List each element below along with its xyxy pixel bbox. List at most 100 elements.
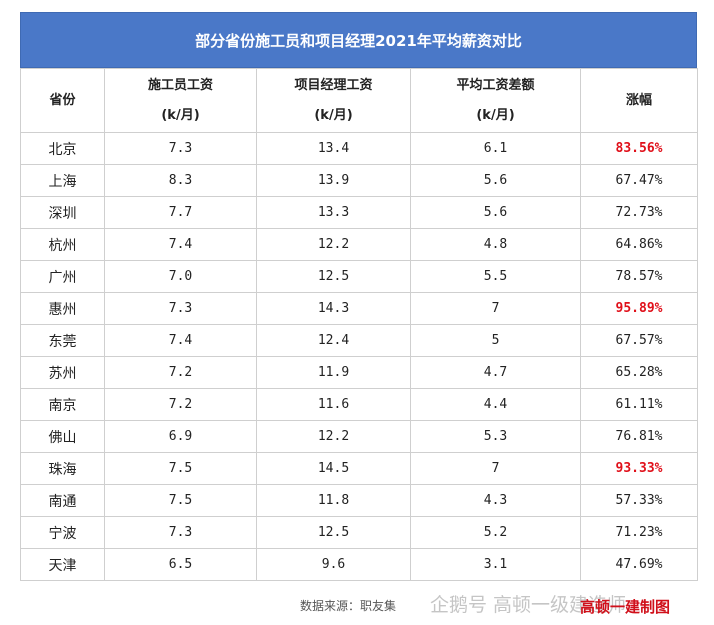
value-cell: 67.47% <box>580 164 698 197</box>
value-cell: 47.69% <box>580 548 698 581</box>
value-cell: 5 <box>410 324 581 357</box>
table-row: 苏州 7.2 11.9 4.7 65.28% <box>20 356 698 389</box>
value-cell: 4.3 <box>410 484 581 517</box>
header-line: 省份 <box>49 92 76 108</box>
column-header: 施工员工资 (k/月) <box>104 68 257 133</box>
value-cell: 6.9 <box>104 420 257 453</box>
column-header: 涨幅 <box>580 68 698 133</box>
value-cell: 13.9 <box>256 164 411 197</box>
column-header: 项目经理工资 (k/月) <box>256 68 411 133</box>
column-header: 平均工资差额 (k/月) <box>410 68 581 133</box>
value-cell: 3.1 <box>410 548 581 581</box>
province-cell: 东莞 <box>20 324 105 357</box>
table-row: 上海 8.3 13.9 5.6 67.47% <box>20 164 698 197</box>
table-container: 部分省份施工员和项目经理2021年平均薪资对比 省份 施工员工资 (k/月) 项目经理… <box>20 12 698 581</box>
value-cell: 4.8 <box>410 228 581 261</box>
value-cell: 93.33% <box>580 452 698 485</box>
province-cell: 佛山 <box>20 420 105 453</box>
table-row: 宁波 7.3 12.5 5.2 71.23% <box>20 516 698 549</box>
table-row: 杭州 7.4 12.2 4.8 64.86% <box>20 228 698 261</box>
table-row: 惠州 7.3 14.3 7 95.89% <box>20 292 698 325</box>
table-row: 佛山 6.9 12.2 5.3 76.81% <box>20 420 698 453</box>
province-cell: 宁波 <box>20 516 105 549</box>
table-row: 广州 7.0 12.5 5.5 78.57% <box>20 260 698 293</box>
value-cell: 76.81% <box>580 420 698 453</box>
province-cell: 南通 <box>20 484 105 517</box>
value-cell: 5.2 <box>410 516 581 549</box>
value-cell: 12.2 <box>256 420 411 453</box>
province-cell: 广州 <box>20 260 105 293</box>
table-row: 南通 7.5 11.8 4.3 57.33% <box>20 484 698 517</box>
header-line: 平均工资差额 <box>456 77 535 93</box>
value-cell: 8.3 <box>104 164 257 197</box>
value-cell: 4.7 <box>410 356 581 389</box>
header-line: (k/月) <box>314 107 353 123</box>
value-cell: 14.5 <box>256 452 411 485</box>
column-header: 省份 <box>20 68 105 133</box>
value-cell: 7.7 <box>104 196 257 229</box>
province-cell: 上海 <box>20 164 105 197</box>
province-cell: 惠州 <box>20 292 105 325</box>
value-cell: 7.3 <box>104 292 257 325</box>
value-cell: 71.23% <box>580 516 698 549</box>
value-cell: 5.5 <box>410 260 581 293</box>
value-cell: 6.5 <box>104 548 257 581</box>
value-cell: 4.4 <box>410 388 581 421</box>
salary-table: 省份 施工员工资 (k/月) 项目经理工资 (k/月) 平均工资差额 (k/月) 涨幅 北京 7… <box>20 68 698 581</box>
value-cell: 83.56% <box>580 132 698 165</box>
value-cell: 67.57% <box>580 324 698 357</box>
table-row: 东莞 7.4 12.4 5 67.57% <box>20 324 698 357</box>
header-line: (k/月) <box>476 107 515 123</box>
table-body: 北京 7.3 13.4 6.1 83.56% 上海 8.3 13.9 5.6 67.47% 深圳 7.… <box>20 132 698 581</box>
header-line: 施工员工资 <box>147 77 213 93</box>
value-cell: 57.33% <box>580 484 698 517</box>
header-row: 省份 施工员工资 (k/月) 项目经理工资 (k/月) 平均工资差额 (k/月) 涨幅 <box>20 68 698 133</box>
value-cell: 7 <box>410 452 581 485</box>
value-cell: 5.6 <box>410 196 581 229</box>
province-cell: 珠海 <box>20 452 105 485</box>
value-cell: 12.5 <box>256 516 411 549</box>
table-row: 天津 6.5 9.6 3.1 47.69% <box>20 548 698 581</box>
value-cell: 13.3 <box>256 196 411 229</box>
value-cell: 11.6 <box>256 388 411 421</box>
value-cell: 7.5 <box>104 484 257 517</box>
value-cell: 12.5 <box>256 260 411 293</box>
source-note: 数据来源：职友集 <box>300 599 397 613</box>
value-cell: 14.3 <box>256 292 411 325</box>
value-cell: 5.3 <box>410 420 581 453</box>
province-cell: 深圳 <box>20 196 105 229</box>
value-cell: 7.3 <box>104 132 257 165</box>
value-cell: 12.4 <box>256 324 411 357</box>
value-cell: 7.4 <box>104 324 257 357</box>
value-cell: 7.2 <box>104 388 257 421</box>
table-row: 深圳 7.7 13.3 5.6 72.73% <box>20 196 698 229</box>
header-line: 涨幅 <box>625 92 652 108</box>
table-title: 部分省份施工员和项目经理2021年平均薪资对比 <box>20 12 697 68</box>
table-row: 南京 7.2 11.6 4.4 61.11% <box>20 388 698 421</box>
value-cell: 5.6 <box>410 164 581 197</box>
value-cell: 65.28% <box>580 356 698 389</box>
value-cell: 9.6 <box>256 548 411 581</box>
value-cell: 61.11% <box>580 388 698 421</box>
value-cell: 11.8 <box>256 484 411 517</box>
value-cell: 7.5 <box>104 452 257 485</box>
value-cell: 7.0 <box>104 260 257 293</box>
value-cell: 64.86% <box>580 228 698 261</box>
value-cell: 13.4 <box>256 132 411 165</box>
province-cell: 南京 <box>20 388 105 421</box>
value-cell: 11.9 <box>256 356 411 389</box>
header-line: 项目经理工资 <box>294 77 373 93</box>
table-row: 北京 7.3 13.4 6.1 83.56% <box>20 132 698 165</box>
value-cell: 72.73% <box>580 196 698 229</box>
province-cell: 天津 <box>20 548 105 581</box>
value-cell: 6.1 <box>410 132 581 165</box>
province-cell: 北京 <box>20 132 105 165</box>
watermark: 企鹅号 高顿一级建造师 <box>430 594 627 616</box>
header-line: (k/月) <box>161 107 200 123</box>
value-cell: 7.4 <box>104 228 257 261</box>
value-cell: 78.57% <box>580 260 698 293</box>
value-cell: 12.2 <box>256 228 411 261</box>
province-cell: 杭州 <box>20 228 105 261</box>
table-row: 珠海 7.5 14.5 7 93.33% <box>20 452 698 485</box>
